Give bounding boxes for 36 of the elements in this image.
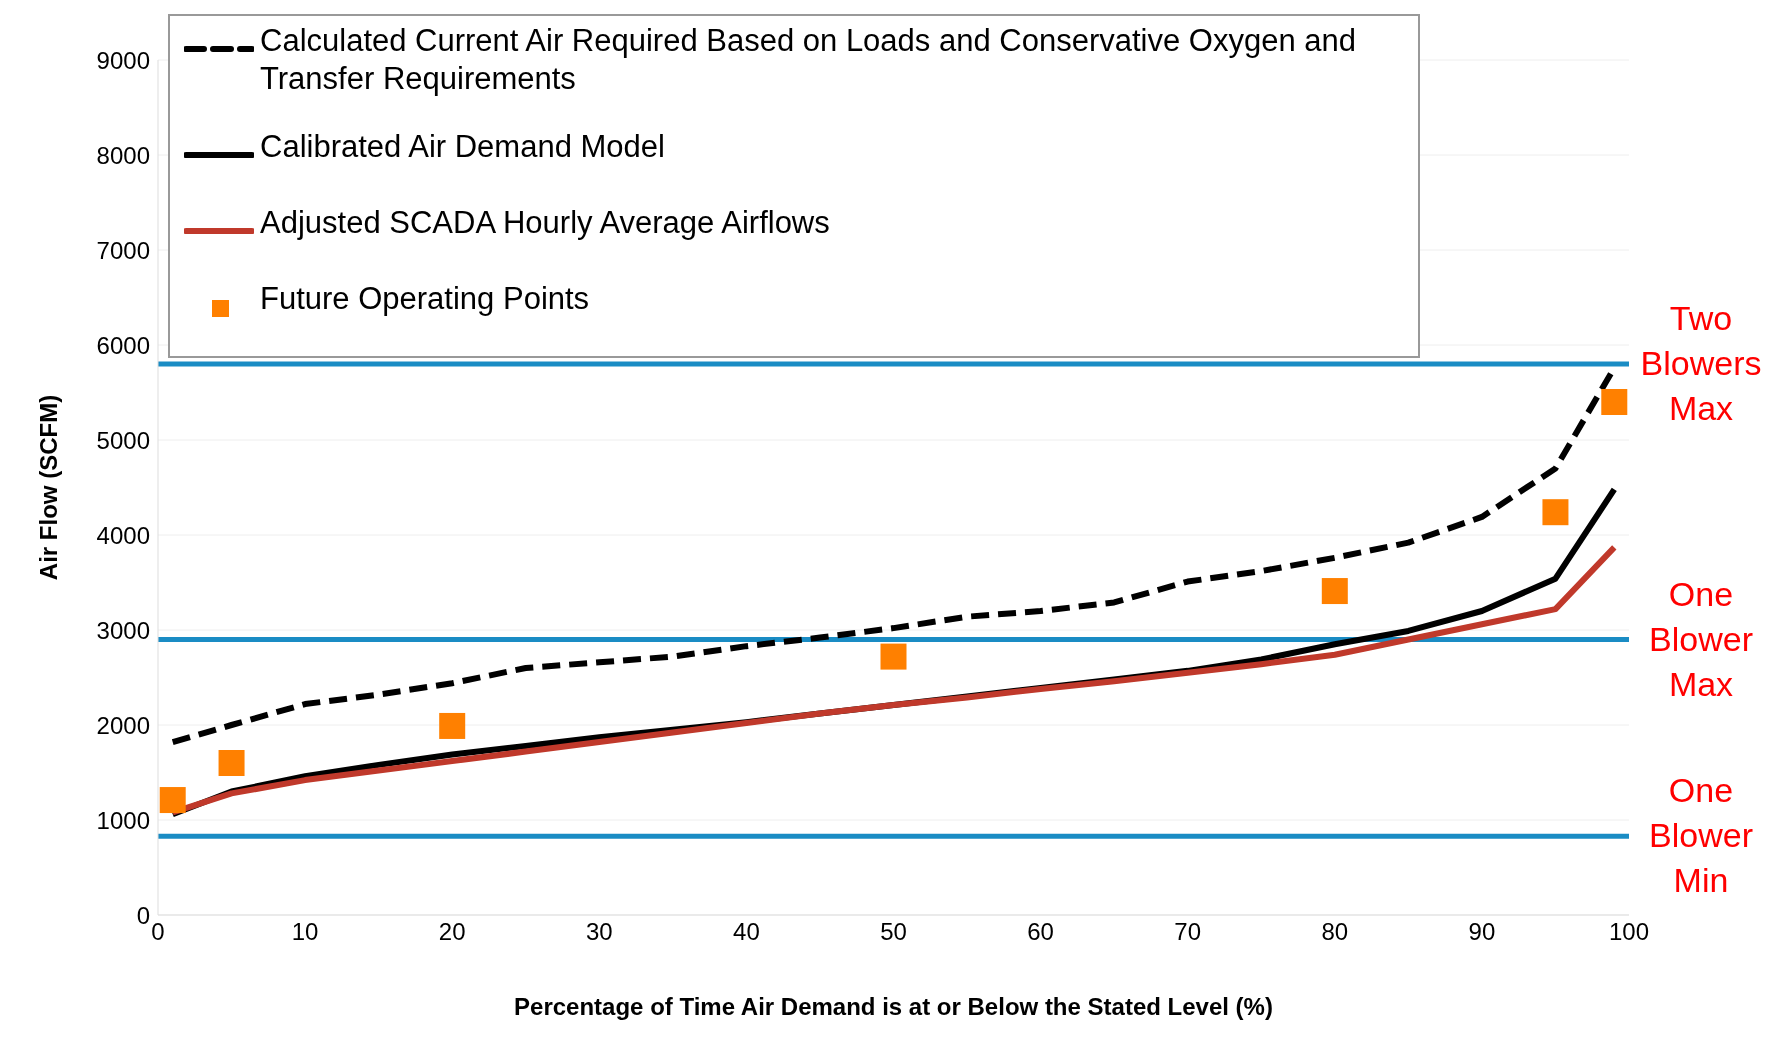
legend-label: Calibrated Air Demand Model (260, 128, 665, 166)
ref-line-label: Two Blowers Max (1640, 299, 1762, 427)
x-tick-label: 20 (438, 918, 466, 946)
point (159, 787, 186, 814)
y-tick-label: 5000 (96, 426, 150, 454)
y-tick-label: 2000 (96, 711, 150, 739)
y-tick-label: 1000 (96, 806, 150, 834)
x-tick-label: 90 (1468, 918, 1496, 946)
legend-label: Calculated Current Air Required Based on Loads and Conservative Oxygen and Transfer Requirements (260, 22, 1357, 98)
x-tick-label: 60 (1027, 918, 1054, 946)
point (439, 712, 466, 739)
y-tick-label: 8000 (96, 141, 150, 169)
x-axis-title: Percentage of Time Air Demand is at or Below the Stated Level (%) (514, 993, 1273, 1020)
x-tick-label: 80 (1321, 918, 1349, 946)
point (1601, 389, 1628, 415)
ref-line-label: One Blower Min (1649, 771, 1753, 900)
legend-label: Adjusted SCADA Hourly Average Airflows (260, 204, 830, 242)
legend-label: Future Operating Points (260, 280, 590, 318)
point (1542, 499, 1569, 526)
ref-line-label: One Blower Max (1649, 574, 1753, 703)
point (880, 643, 907, 670)
y-tick-label: 4000 (96, 521, 150, 549)
point (218, 750, 245, 776)
y-tick-label: 9000 (96, 46, 150, 74)
x-tick-label: 40 (733, 918, 760, 946)
x-tick-label: 100 (1608, 918, 1650, 946)
x-tick-label: 10 (291, 918, 319, 946)
y-tick-label: 6000 (96, 331, 150, 359)
y-tick-label: 0 (136, 901, 150, 929)
y-tick-label: 7000 (96, 236, 150, 264)
x-tick-label: 50 (880, 918, 907, 946)
x-tick-label: 30 (585, 918, 613, 946)
x-tick-label: 70 (1174, 918, 1202, 946)
point (1321, 578, 1348, 605)
y-tick-label: 3000 (96, 616, 150, 644)
y-axis-title: Air Flow (SCFM) (34, 394, 62, 581)
